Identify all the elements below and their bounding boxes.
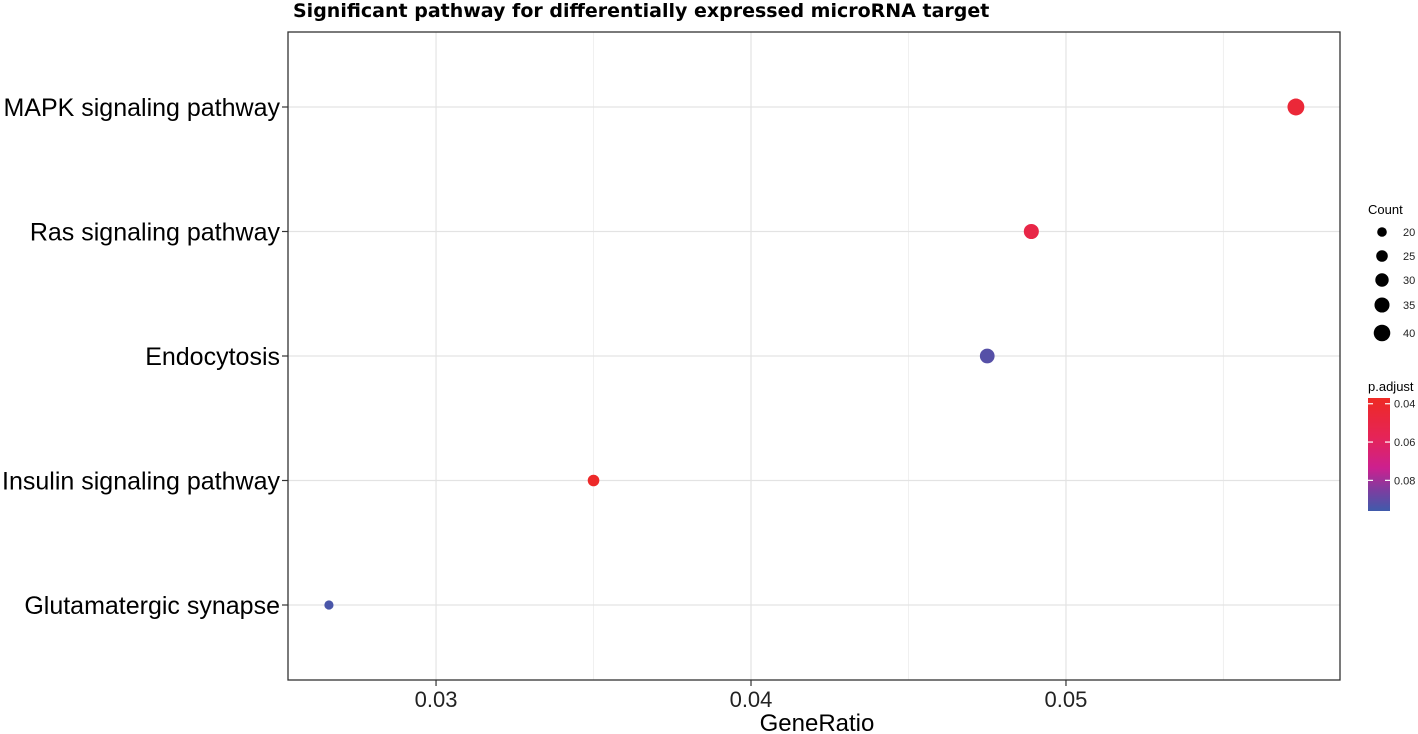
size-legend-label: 20 — [1403, 227, 1415, 239]
color-legend-label: 0.06 — [1394, 437, 1415, 449]
color-legend-label: 0.04 — [1394, 399, 1415, 411]
data-points — [324, 98, 1305, 610]
x-axis-labels: 0.03 0.04 0.05 — [415, 687, 1088, 712]
x-tick-label: 0.05 — [1045, 687, 1088, 712]
size-legend-key — [1377, 227, 1387, 237]
data-point — [979, 348, 995, 364]
color-legend-label: 0.08 — [1394, 475, 1415, 487]
size-legend-label: 30 — [1403, 275, 1415, 287]
color-legend-title: p.adjust — [1368, 379, 1414, 394]
y-category-label: MAPK signaling pathway — [3, 94, 280, 122]
y-axis-labels: MAPK signaling pathway Ras signaling path… — [2, 94, 280, 620]
x-axis-ticks — [435, 680, 1067, 686]
plot-grid — [288, 32, 1340, 680]
size-legend-key — [1373, 324, 1391, 342]
y-category-label: Glutamatergic synapse — [24, 592, 280, 620]
size-legend: Count 20 25 30 35 40 — [1368, 202, 1415, 342]
size-legend-label: 40 — [1403, 328, 1415, 340]
data-point — [324, 600, 334, 610]
x-axis-title: GeneRatio — [760, 710, 875, 734]
data-point — [587, 474, 600, 487]
y-category-label: Insulin signaling pathway — [2, 468, 280, 496]
size-legend-key — [1376, 250, 1388, 262]
size-legend-title: Count — [1368, 202, 1403, 217]
x-tick-label: 0.03 — [415, 687, 458, 712]
data-point — [1287, 98, 1305, 116]
color-legend: p.adjust 0.04 0.06 0.08 — [1368, 379, 1415, 511]
data-point — [1023, 223, 1039, 240]
size-legend-label: 25 — [1403, 251, 1415, 263]
size-legend-key — [1375, 273, 1389, 287]
y-category-label: Endocytosis — [145, 343, 280, 371]
size-legend-key — [1374, 297, 1390, 313]
color-legend-bar — [1368, 398, 1390, 511]
x-tick-label: 0.04 — [730, 687, 773, 712]
size-legend-label: 35 — [1403, 300, 1415, 312]
y-axis-ticks — [282, 106, 288, 606]
chart-title: Significant pathway for differentially e… — [293, 0, 989, 22]
y-category-label: Ras signaling pathway — [30, 219, 281, 247]
